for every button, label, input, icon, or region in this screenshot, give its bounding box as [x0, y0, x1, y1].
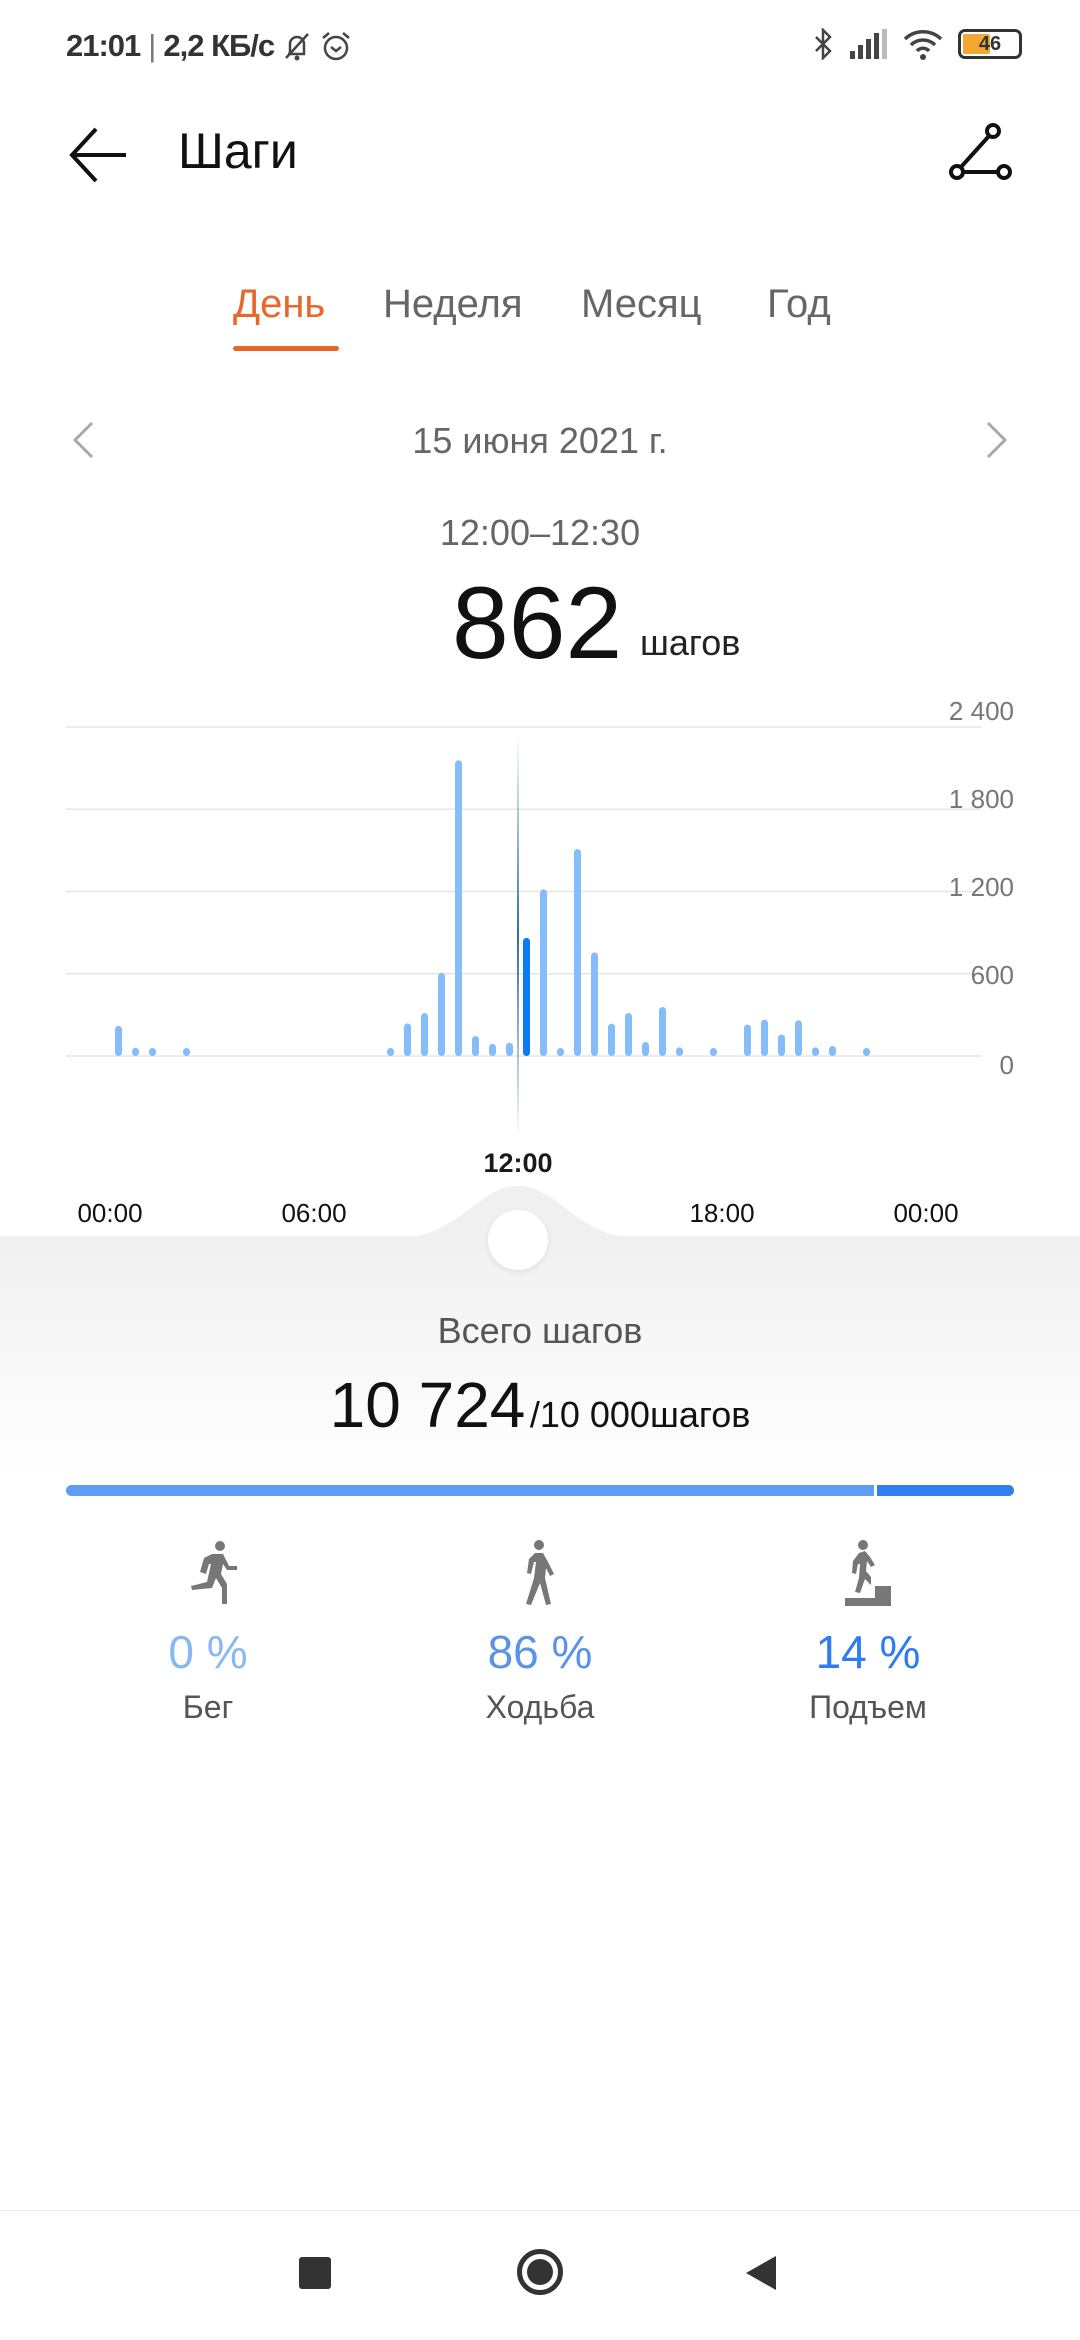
active-tab-indicator: [233, 346, 339, 351]
tab-month[interactable]: Месяц: [581, 282, 702, 326]
tab-day[interactable]: День: [233, 282, 326, 326]
tab-year[interactable]: Год: [767, 282, 831, 326]
home-icon[interactable]: [517, 2249, 563, 2295]
y-tick-label: 600: [970, 960, 1014, 990]
selected-steps-value: 862: [452, 566, 623, 680]
network-speed: 2,2 КБ/с: [163, 28, 275, 63]
summary-panel: [0, 1236, 1080, 1476]
bar-18:30: [744, 1024, 751, 1056]
share-icon[interactable]: [948, 122, 1014, 184]
mute-bell-icon: [285, 33, 310, 61]
x-tick-label: 00:00: [893, 1198, 959, 1228]
steps-goal: /10 000шагов: [529, 1394, 751, 1435]
y-tick-label: 1 200: [948, 872, 1014, 902]
signal-icon: [850, 29, 887, 59]
bar-08:00: [387, 1048, 394, 1056]
x-tick-label: 00:00: [77, 1198, 143, 1228]
progress-over-goal: [876, 1485, 1014, 1496]
clock: 21:01: [66, 28, 141, 63]
bar-15:30: [642, 1042, 649, 1056]
bar-08:30: [404, 1023, 411, 1056]
status-bar-left: 21:01 | 2,2 КБ/с: [66, 28, 352, 64]
running-percent: 0 %: [168, 1626, 248, 1678]
bar-02:00: [183, 1048, 190, 1056]
bar-13:30: [574, 849, 581, 1056]
page-title: Шаги: [178, 123, 298, 179]
bar-19:00: [761, 1019, 768, 1056]
walking-icon: [526, 1540, 554, 1605]
bar-21:00: [829, 1045, 836, 1056]
time-slider-handle[interactable]: [488, 1210, 548, 1270]
activity-climbing: 14 % Подъем: [718, 1540, 1018, 1726]
bar-20:30: [812, 1047, 819, 1056]
bar-16:30: [676, 1047, 683, 1056]
total-steps-label: Всего шагов: [437, 1310, 643, 1351]
alarm-icon: [322, 32, 350, 61]
bar-15:00: [625, 1012, 632, 1056]
total-steps: 10 724 /10 000шагов: [0, 1368, 1080, 1442]
bar-11:30: [506, 1042, 513, 1056]
running-label: Бег: [182, 1689, 234, 1725]
previous-day-button[interactable]: [70, 420, 96, 460]
bar-17:30: [710, 1048, 717, 1056]
bar-22:00: [863, 1048, 870, 1056]
bar-00:00: [115, 1025, 122, 1056]
date-label: 15 июня 2021 г.: [412, 420, 668, 461]
system-nav-bar: [0, 2210, 1080, 2340]
bar-09:30: [438, 972, 445, 1056]
bar-13:00: [557, 1048, 564, 1056]
bar-11:00: [489, 1043, 496, 1056]
bar-01:00: [149, 1048, 156, 1056]
bar-09:00: [421, 1012, 428, 1056]
x-tick-label: 18:00: [689, 1198, 755, 1228]
bar-10:30: [472, 1035, 479, 1056]
climbing-label: Подъем: [809, 1689, 927, 1725]
bar-00:30: [132, 1047, 139, 1056]
bar-16:00: [659, 1007, 666, 1056]
battery-icon: 46: [958, 29, 1022, 59]
steps-chart[interactable]: [0, 0, 1080, 1240]
wifi-icon: [903, 30, 943, 60]
goal-progress-bar: [66, 1485, 1014, 1496]
total-steps-value: 10 724: [329, 1369, 526, 1441]
recents-icon[interactable]: [299, 2257, 331, 2289]
x-tick-label: 06:00: [281, 1198, 347, 1228]
selected-steps-unit: шагов: [640, 622, 741, 663]
y-tick-label: 0: [999, 1050, 1014, 1080]
y-tick-label: 1 800: [948, 784, 1014, 814]
back-nav-icon[interactable]: [744, 2254, 778, 2292]
y-tick-label: 2 400: [948, 696, 1014, 726]
progress-fill: [66, 1485, 874, 1496]
walking-label: Ходьба: [485, 1689, 595, 1725]
selected-time-marker: 12:00: [483, 1148, 553, 1178]
bar-19:30: [778, 1034, 785, 1056]
back-button[interactable]: [68, 125, 128, 185]
activity-walking: 86 % Ходьба: [390, 1540, 690, 1726]
status-bar-right: 46: [812, 28, 1022, 60]
climbing-percent: 14 %: [815, 1626, 921, 1678]
tab-week[interactable]: Неделя: [383, 282, 523, 326]
bar-14:00: [591, 952, 598, 1056]
selected-range: 12:00–12:30: [439, 512, 641, 553]
bar-14:30: [608, 1023, 615, 1056]
bar-12:30: [540, 889, 547, 1056]
bar-20:00: [795, 1020, 802, 1056]
bluetooth-icon: [815, 28, 832, 60]
activity-running: 0 % Бег: [58, 1540, 358, 1726]
selection-line: [517, 735, 519, 1140]
next-day-button[interactable]: [984, 420, 1010, 460]
walking-percent: 86 %: [487, 1626, 593, 1678]
climbing-icon: [845, 1540, 891, 1606]
bar-10:00: [455, 760, 462, 1056]
bar-12:00: [523, 937, 530, 1056]
running-icon: [191, 1541, 237, 1604]
